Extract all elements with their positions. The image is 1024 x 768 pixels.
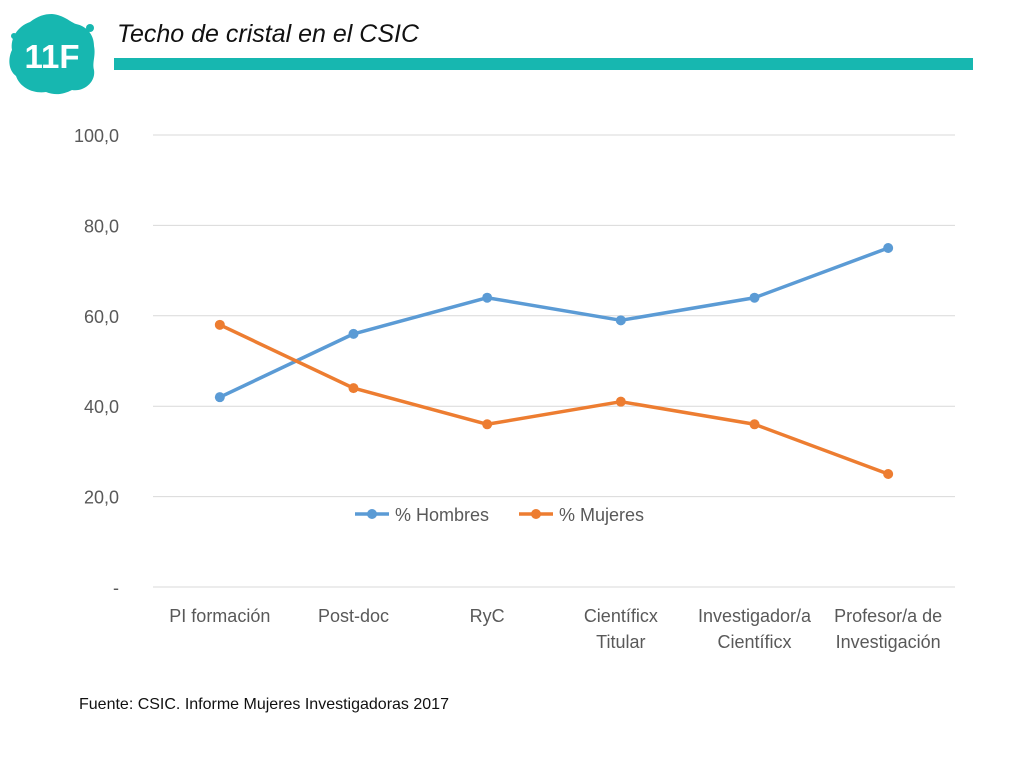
y-tick-label: 100,0 (74, 126, 119, 146)
series-line (219, 323, 889, 476)
y-tick-label: 20,0 (84, 488, 119, 508)
data-point (214, 392, 225, 403)
y-tick-label: 40,0 (84, 397, 119, 417)
legend-label: % Hombres (395, 505, 489, 525)
x-tick-label: Científicx Titular (584, 606, 658, 652)
page-title: Techo de cristal en el CSIC (117, 20, 420, 48)
title-underline-bar (114, 58, 973, 70)
data-point (214, 319, 225, 330)
data-point (883, 469, 894, 479)
series-line (219, 246, 889, 399)
data-point (348, 328, 359, 339)
source-note: Fuente: CSIC. Informe Mujeres Investigad… (79, 696, 449, 713)
logo-text: 11F (24, 38, 79, 75)
data-point (749, 292, 760, 303)
x-tick-label: Investigador/a Científicx (698, 606, 812, 652)
y-tick-label: - (113, 578, 119, 598)
logo-splash-shape (9, 14, 95, 95)
data-point (482, 419, 493, 430)
y-tick-label: 60,0 (84, 307, 119, 327)
11f-logo: 11F (9, 14, 95, 95)
x-tick-label: RyC (470, 606, 505, 626)
legend-marker (367, 509, 377, 519)
data-point (482, 292, 493, 303)
x-tick-label: Profesor/a de Investigación (834, 606, 942, 652)
legend-label: % Mujeres (559, 505, 644, 525)
logo-splash-drop (86, 24, 94, 32)
x-tick-label: Post-doc (318, 606, 389, 626)
data-point (615, 396, 626, 407)
data-point (615, 315, 626, 326)
data-point (883, 243, 894, 253)
line-chart: - 20,0 40,0 60,0 80,0 100,0 PI formación Post-d… (74, 126, 955, 652)
y-tick-label: 80,0 (84, 216, 119, 236)
data-point (348, 383, 359, 394)
logo-splash-drop (11, 33, 17, 39)
data-point (749, 419, 760, 430)
legend-marker (531, 509, 541, 519)
x-tick-label: PI formación (169, 606, 270, 626)
